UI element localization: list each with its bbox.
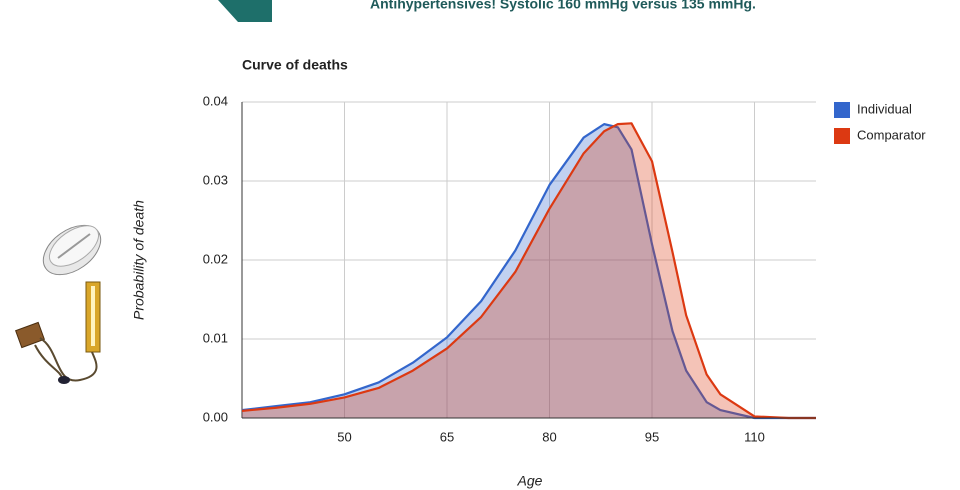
x-tick-label: 110 (744, 429, 765, 444)
x-axis-label: Age (517, 473, 543, 489)
y-tick-label: 0.03 (203, 172, 228, 187)
y-tick-label: 0.02 (203, 251, 228, 266)
legend-swatch (834, 128, 850, 144)
sphygmomanometer-icon (15, 281, 101, 384)
legend-label: Individual (857, 101, 912, 116)
pill-icon (42, 224, 102, 276)
series-line (241, 123, 816, 420)
slide-title: Antihypertensives! Systolic 160 mmHg ver… (370, 0, 756, 12)
arrow-shape (218, 0, 272, 22)
chart-title: Curve of deaths (242, 57, 348, 73)
series-line (241, 122, 816, 420)
x-tick-label: 65 (440, 429, 454, 444)
series-area (242, 123, 816, 418)
y-axis-label: Probability of death (131, 200, 147, 320)
legend-swatch (834, 102, 850, 118)
legend-label: Comparator (857, 127, 926, 142)
y-tick-label: 0.04 (203, 93, 228, 108)
x-tick-label: 50 (337, 429, 351, 444)
y-tick-label: 0.00 (203, 409, 228, 424)
series-area (242, 124, 816, 419)
x-tick-label: 95 (645, 429, 659, 444)
x-tick-label: 80 (542, 429, 556, 444)
y-tick-label: 0.01 (203, 330, 228, 345)
